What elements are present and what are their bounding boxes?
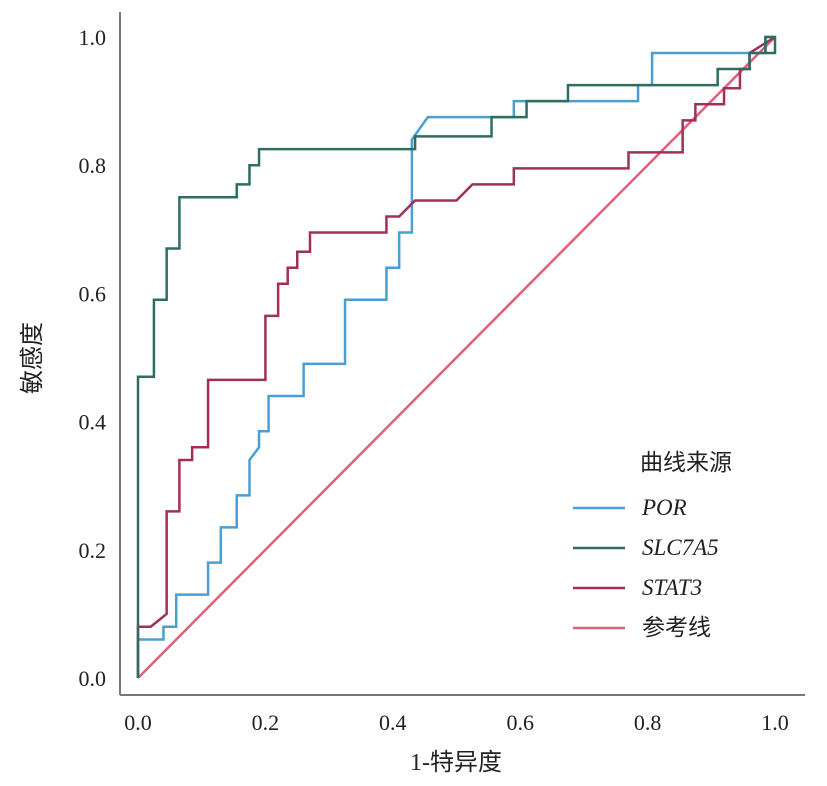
y-tick-label: 0.0 xyxy=(79,666,107,691)
legend-title: 曲线来源 xyxy=(640,450,732,475)
x-tick-label: 0.2 xyxy=(252,710,280,735)
series-line-por xyxy=(136,35,775,678)
x-tick-label: 0.0 xyxy=(124,710,152,735)
x-tick-label: 0.6 xyxy=(506,710,534,735)
y-tick-label: 0.2 xyxy=(79,538,107,563)
legend-label: POR xyxy=(641,495,687,520)
x-tick-label: 1.0 xyxy=(761,710,789,735)
y-tick-label: 0.4 xyxy=(79,410,107,435)
legend-label: SLC7A5 xyxy=(642,535,719,560)
series-line-stat3 xyxy=(136,35,776,678)
legend: 曲线来源 POR SLC7A5 STAT3 参考线 xyxy=(573,450,732,640)
legend-label: 参考线 xyxy=(642,615,711,640)
x-tick-label: 0.8 xyxy=(634,710,662,735)
x-axis-label: 1-特异度 xyxy=(410,749,502,776)
y-tick-label: 0.8 xyxy=(79,153,107,178)
legend-label: STAT3 xyxy=(642,575,702,600)
y-tick-label: 0.6 xyxy=(79,281,107,306)
series-line-slc7a5 xyxy=(136,35,777,678)
series-line-参考线 xyxy=(137,36,776,679)
y-tick-label: 1.0 xyxy=(79,25,107,50)
y-axis-label: 敏感度 xyxy=(19,322,46,394)
x-tick-label: 0.4 xyxy=(379,710,407,735)
